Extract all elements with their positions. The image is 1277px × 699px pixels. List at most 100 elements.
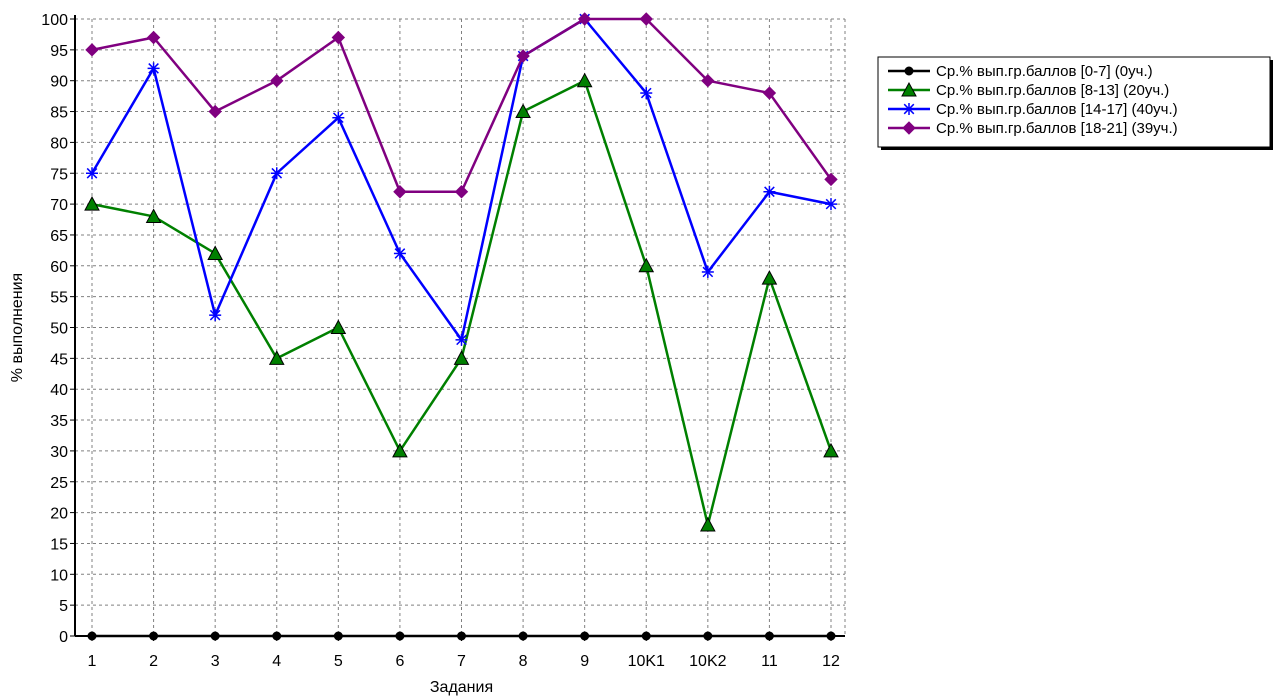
data-point	[825, 198, 837, 211]
data-point-stroke	[640, 87, 652, 99]
y-tick-label: 100	[41, 12, 68, 29]
data-point	[207, 245, 224, 260]
legend-item: Ср.% вып.гр.баллов [18-21] (39уч.)	[888, 120, 1178, 137]
data-point	[580, 631, 590, 641]
data-point	[576, 72, 593, 88]
series-3	[86, 13, 837, 346]
data-point	[824, 172, 838, 187]
data-point	[516, 49, 530, 63]
data-point	[330, 319, 347, 334]
data-point	[145, 208, 162, 223]
legend: Ср.% вып.гр.баллов [0-7] (0уч.) Ср.% вып.…	[877, 56, 1273, 150]
y-tick-label: 95	[50, 43, 68, 60]
data-point	[453, 350, 470, 365]
x-axis-label: Задания	[430, 679, 493, 696]
data-point-stroke	[702, 266, 714, 278]
x-tick-label: 2	[149, 653, 158, 670]
data-point	[764, 631, 774, 641]
data-point	[331, 30, 346, 45]
legend-label: Ср.% вып.гр.баллов [0-7] (0уч.)	[936, 63, 1153, 80]
data-point	[515, 103, 531, 119]
data-point	[209, 309, 222, 322]
data-point	[393, 247, 406, 260]
x-tick-label: 9	[580, 653, 589, 670]
data-point	[903, 103, 915, 115]
data-point	[454, 185, 469, 199]
y-tick-label: 5	[59, 598, 68, 615]
data-point	[641, 631, 651, 641]
grid	[75, 18, 846, 636]
data-point	[638, 257, 655, 273]
legend-label: Ср.% вып.гр.баллов [8-13] (20уч.)	[936, 82, 1169, 99]
series-4	[85, 12, 838, 199]
data-point	[518, 631, 528, 641]
data-point	[333, 631, 343, 641]
x-tick-label: 4	[272, 653, 281, 670]
data-point	[147, 62, 160, 75]
data-point	[395, 631, 405, 641]
data-point-stroke	[86, 167, 98, 179]
y-tick-label: 10	[50, 567, 68, 584]
y-tick-label: 0	[59, 629, 68, 646]
data-point	[703, 631, 713, 641]
data-point	[87, 631, 97, 641]
y-tick-label: 35	[50, 413, 68, 430]
y-tick-label: 50	[50, 321, 68, 338]
x-tick-label: 7	[457, 653, 466, 670]
data-point-stroke	[456, 334, 467, 346]
x-tick-label: 10K2	[689, 653, 726, 670]
data-point	[84, 196, 100, 211]
series-1	[87, 631, 836, 641]
x-tick-label: 8	[519, 653, 528, 670]
data-point	[902, 121, 916, 135]
data-point	[701, 265, 714, 278]
data-point	[149, 631, 159, 641]
data-point	[332, 111, 345, 124]
data-point	[272, 631, 282, 641]
series-2	[84, 72, 839, 532]
data-point-stroke	[271, 167, 283, 179]
data-point	[823, 442, 839, 458]
data-point	[85, 43, 99, 57]
data-point	[762, 86, 777, 100]
legend-box	[877, 56, 1271, 148]
y-tick-label: 45	[50, 351, 68, 368]
data-point	[763, 185, 776, 198]
y-tick-label: 15	[50, 536, 68, 553]
data-point	[210, 631, 220, 641]
y-tick-label: 65	[50, 228, 68, 245]
y-tick-label: 70	[50, 197, 68, 214]
data-point	[826, 631, 836, 641]
data-point	[208, 104, 222, 119]
x-tick-label: 10K1	[628, 653, 665, 670]
legend-label: Ср.% вып.гр.баллов [14-17] (40уч.)	[936, 101, 1178, 118]
legend-label: Ср.% вып.гр.баллов [18-21] (39уч.)	[936, 120, 1178, 137]
y-tick-label: 75	[50, 166, 68, 183]
data-point-stroke	[333, 112, 344, 124]
y-axis-label: % выполнения	[9, 273, 26, 382]
data-point-stroke	[209, 309, 221, 321]
legend-item: Ср.% вып.гр.баллов [14-17] (40уч.)	[888, 101, 1178, 118]
data-point-stroke	[764, 186, 775, 198]
x-tick-label: 11	[761, 653, 778, 670]
y-tick-label: 30	[50, 444, 68, 461]
y-tick-label: 60	[50, 259, 68, 276]
data-point	[577, 12, 592, 26]
data-point	[639, 12, 653, 26]
x-tick-label: 5	[334, 653, 343, 670]
data-point	[901, 81, 917, 97]
data-point	[86, 167, 98, 180]
x-tick-label: 1	[88, 653, 97, 670]
data-point	[699, 516, 716, 532]
x-tick-label: 12	[822, 653, 840, 670]
data-point-stroke	[903, 103, 915, 115]
data-point-stroke	[394, 248, 406, 259]
y-tick-label: 25	[50, 475, 68, 492]
legend-item: Ср.% вып.гр.баллов [0-7] (0уч.)	[888, 63, 1153, 80]
y-tick-label: 90	[50, 74, 68, 91]
data-point	[455, 333, 468, 346]
data-point-stroke	[825, 198, 837, 210]
data-point	[268, 350, 285, 365]
data-point	[393, 185, 407, 199]
